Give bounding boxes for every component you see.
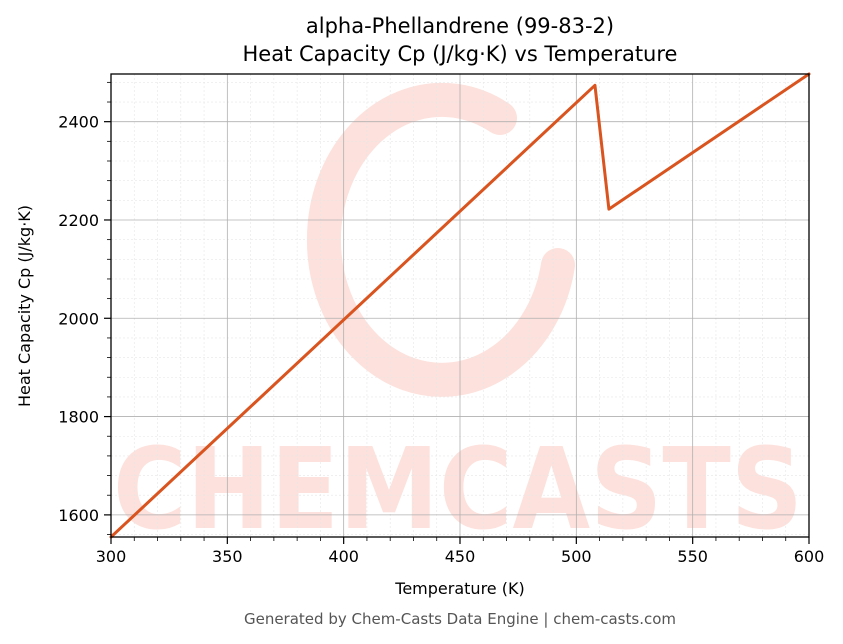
chart-subtitle: Heat Capacity Cp (J/kg·K) vs Temperature: [243, 42, 678, 66]
watermark: CHEMCASTS: [113, 82, 803, 555]
y-tick-label: 2200: [58, 211, 99, 230]
series-layer: [109, 72, 811, 539]
watermark-text: CHEMCASTS: [113, 425, 803, 555]
x-tick-label: 400: [328, 547, 359, 566]
y-tick-label: 2400: [58, 113, 99, 132]
x-tick-label: 500: [561, 547, 592, 566]
x-tick-label: 300: [96, 547, 127, 566]
y-tick-label: 2000: [58, 309, 99, 328]
x-tick-label: 600: [794, 547, 825, 566]
x-tick-label: 550: [677, 547, 708, 566]
x-tick-label: 350: [212, 547, 243, 566]
y-tick-label: 1600: [58, 506, 99, 525]
x-tick-label: 450: [445, 547, 476, 566]
x-axis-label: Temperature (K): [394, 579, 524, 598]
y-tick-label: 1800: [58, 408, 99, 427]
y-axis-label: Heat Capacity Cp (J/kg·K): [15, 205, 34, 407]
chart-title: alpha-Phellandrene (99-83-2): [306, 14, 614, 38]
watermark-logo: [306, 82, 575, 397]
series-line: [109, 72, 811, 539]
axis-ticks: 300 350 400 450 500 550 600 1600 1800 2000 2200 240…: [58, 81, 825, 566]
footer-credit: Generated by Chem-Casts Data Engine | ch…: [244, 610, 676, 628]
